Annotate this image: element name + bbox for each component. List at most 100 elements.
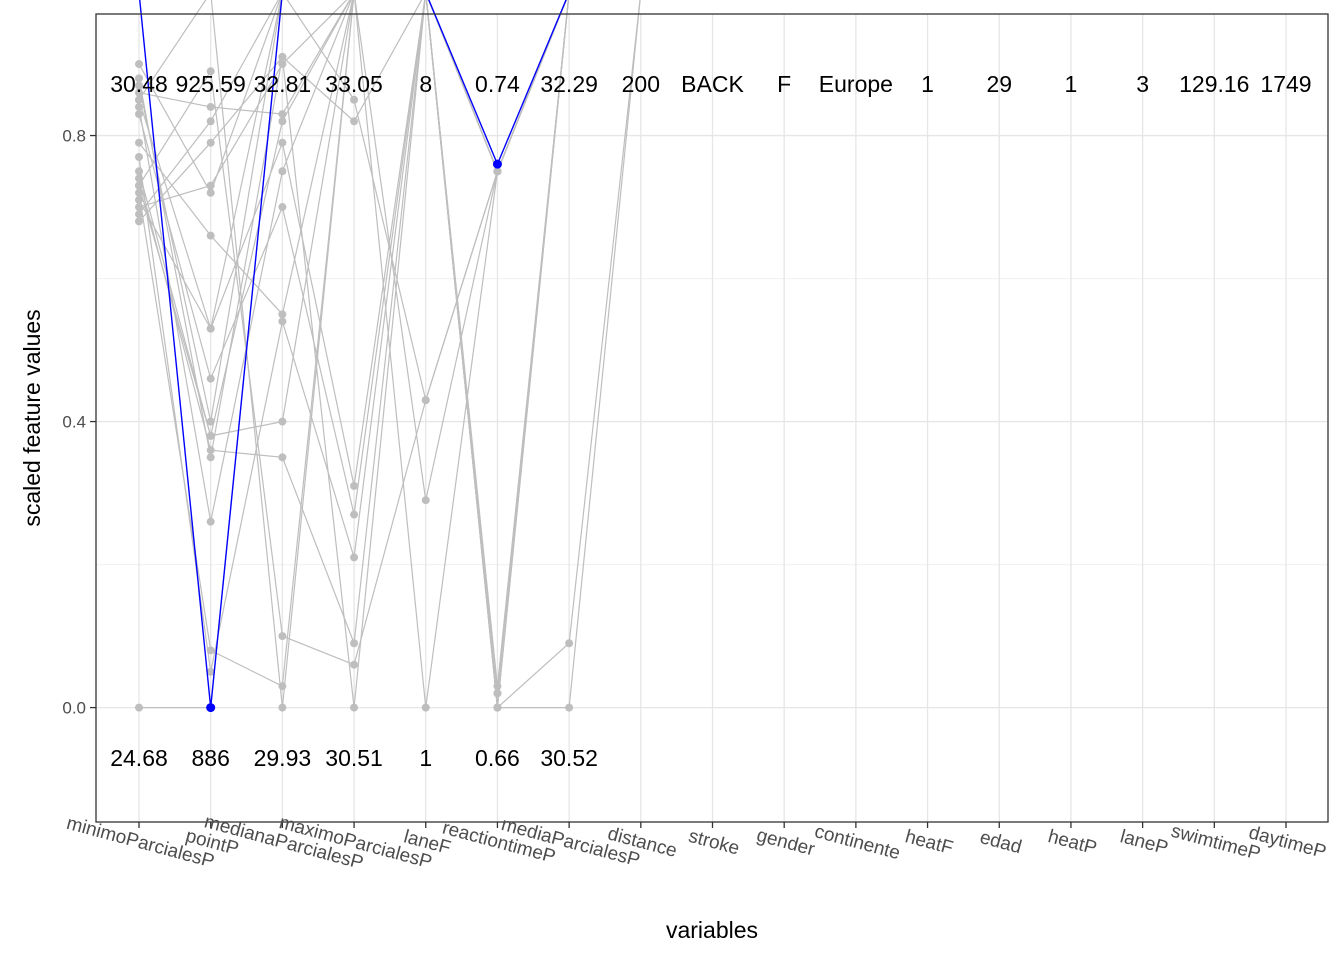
background-point — [206, 667, 215, 676]
top-value-label: BACK — [681, 71, 744, 97]
background-point — [135, 217, 143, 226]
x-tick-label: continente — [812, 821, 902, 864]
highlighted-series-points — [206, 159, 502, 713]
top-value-label: 8 — [419, 71, 432, 97]
background-point — [135, 167, 143, 176]
background-point — [206, 138, 215, 147]
background-point — [350, 95, 359, 104]
background-point — [135, 153, 143, 162]
background-point — [350, 510, 359, 519]
background-point — [493, 703, 502, 712]
y-tick-label: 0.8 — [62, 127, 86, 146]
top-value-label: 200 — [622, 71, 660, 97]
background-point — [278, 60, 287, 69]
y-tick-label: 0.0 — [62, 699, 86, 718]
bottom-value-labels: 24.68 886 29.93 30.51 1 0.66 30.52 — [110, 745, 598, 771]
background-point — [278, 453, 287, 462]
background-point — [493, 167, 502, 176]
background-point — [206, 67, 215, 76]
background-point — [278, 682, 287, 691]
background-point — [421, 396, 430, 405]
top-value-label: 32.81 — [254, 71, 312, 97]
background-point — [135, 95, 143, 104]
background-point — [206, 417, 215, 426]
background-point — [350, 553, 359, 562]
background-point — [135, 181, 143, 190]
background-point — [135, 102, 143, 111]
top-value-label: 32.29 — [540, 71, 598, 97]
background-point — [206, 102, 215, 111]
background-point — [278, 167, 287, 176]
background-point — [278, 52, 287, 61]
background-point — [135, 203, 143, 212]
top-value-label: Europe — [819, 71, 893, 97]
x-tick-label: laneP — [1118, 826, 1170, 859]
y-axis: 0.0 0.4 0.8 — [62, 127, 96, 718]
top-value-label: 33.05 — [325, 71, 383, 97]
background-point — [135, 60, 143, 69]
background-point — [135, 110, 143, 119]
background-point — [278, 417, 287, 426]
bottom-value-label: 1 — [419, 745, 432, 771]
top-value-label: 0.74 — [475, 71, 520, 97]
background-point — [350, 660, 359, 669]
background-point — [350, 117, 359, 126]
highlighted-point — [206, 703, 216, 713]
background-series-line — [138, 0, 641, 709]
x-tick-label: gender — [754, 825, 817, 861]
bottom-value-label: 30.52 — [540, 745, 598, 771]
background-point — [278, 110, 287, 119]
background-point — [135, 188, 143, 197]
background-point — [135, 210, 143, 219]
background-point — [206, 188, 215, 197]
x-tick-label: edad — [978, 827, 1024, 858]
background-point — [135, 138, 143, 147]
background-point — [206, 231, 215, 240]
background-point — [278, 117, 287, 126]
background-point — [565, 703, 574, 712]
x-tick-label: heatF — [903, 826, 955, 859]
background-point — [135, 195, 143, 204]
background-point — [206, 181, 215, 190]
background-series-line — [138, 0, 569, 708]
top-value-label: 1 — [921, 71, 934, 97]
background-point — [206, 374, 215, 383]
background-point — [493, 682, 502, 691]
background-point — [278, 310, 287, 319]
background-point — [350, 481, 359, 490]
top-value-label: 129.16 — [1179, 71, 1249, 97]
background-point — [421, 703, 430, 712]
top-value-label: 1749 — [1260, 71, 1311, 97]
background-point — [278, 317, 287, 326]
x-tick-label: heatP — [1046, 826, 1099, 859]
background-point — [278, 632, 287, 641]
x-axis-title: variables — [666, 917, 758, 943]
top-value-label: 3 — [1136, 71, 1149, 97]
background-point — [135, 81, 143, 90]
background-point — [206, 517, 215, 526]
bottom-value-label: 24.68 — [110, 745, 168, 771]
highlighted-point — [492, 159, 502, 169]
top-value-label: 1 — [1065, 71, 1078, 97]
background-point — [135, 703, 143, 712]
background-point — [350, 703, 359, 712]
background-point — [206, 324, 215, 333]
background-point — [135, 174, 143, 183]
background-point — [206, 646, 215, 655]
background-point — [565, 639, 574, 648]
bottom-value-label: 29.93 — [254, 745, 312, 771]
top-value-labels: 30.48 925.59 32.81 33.05 8 0.74 32.29 200 BACK F E… — [110, 71, 1311, 97]
y-axis-title: scaled feature values — [19, 309, 45, 526]
background-point — [421, 496, 430, 505]
background-point — [206, 453, 215, 462]
bottom-value-label: 0.66 — [475, 745, 520, 771]
top-value-label: F — [777, 71, 791, 97]
background-point — [206, 431, 215, 440]
background-point — [135, 74, 143, 83]
background-point — [493, 689, 502, 698]
background-point — [135, 88, 143, 97]
top-value-label: 29 — [986, 71, 1012, 97]
background-point — [206, 117, 215, 126]
y-tick-label: 0.4 — [62, 413, 86, 432]
